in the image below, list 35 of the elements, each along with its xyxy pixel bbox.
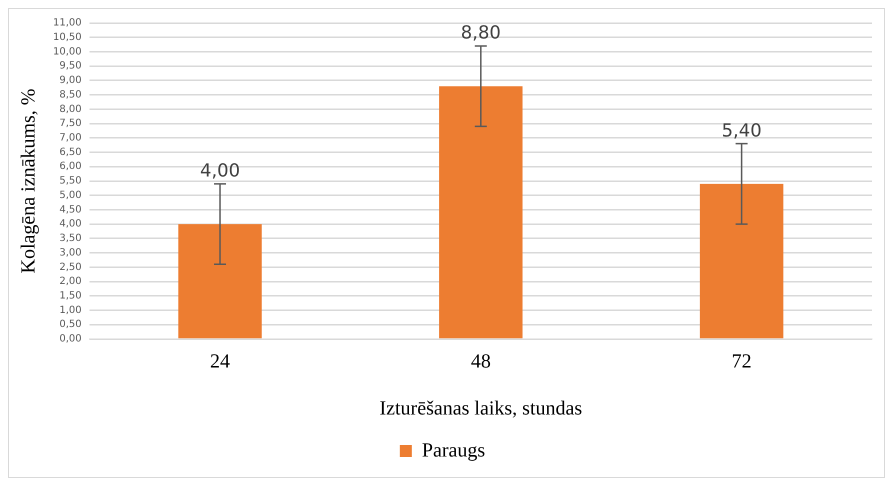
bar	[178, 224, 262, 338]
y-tick-label: 11,00	[52, 18, 82, 29]
x-tick-label: 72	[732, 350, 752, 372]
y-tick-label: 3,00	[59, 247, 82, 258]
y-tick-label: 7,50	[59, 118, 82, 130]
y-tick-label: 6,00	[59, 161, 82, 172]
y-tick-label: 0,00	[59, 334, 82, 345]
bar	[439, 86, 523, 338]
y-tick-label: 10,00	[52, 46, 82, 58]
y-tick-label: 2,00	[59, 276, 82, 288]
x-tick-label: 24	[210, 350, 230, 372]
y-tick-label: 2,50	[59, 262, 82, 273]
text: 4,00	[200, 160, 240, 182]
x-tick-label: 48	[470, 350, 491, 372]
y-tick-label: 5,50	[59, 176, 82, 187]
y-tick-label: 9,50	[59, 60, 82, 72]
y-axis-title: Kolagēna iznākums, %	[17, 88, 40, 274]
y-tick-label: 4,50	[59, 204, 82, 216]
y-tick-label: 9,00	[59, 75, 82, 86]
y-tick-label: 10,50	[52, 32, 82, 43]
text: 8,80	[460, 22, 501, 44]
y-tick-label: 8,50	[59, 89, 82, 100]
text: 5,40	[722, 120, 762, 142]
y-tick-label: 8,00	[59, 104, 82, 115]
y-tick-label: 1,50	[59, 290, 82, 302]
y-tick-label: 7,00	[59, 132, 82, 144]
x-axis-title: Izturēšanas laiks, stundas	[379, 397, 582, 420]
y-tick-label: 0,50	[59, 319, 82, 330]
y-tick-label: 3,50	[59, 233, 82, 244]
y-tick-label: 5,00	[59, 190, 82, 201]
bar	[700, 184, 784, 338]
y-tick-label: 6,50	[59, 146, 82, 158]
legend-label: Paraugs	[422, 439, 486, 462]
y-tick-label: 4,00	[59, 218, 82, 230]
y-tick-label: 1,00	[59, 304, 82, 316]
